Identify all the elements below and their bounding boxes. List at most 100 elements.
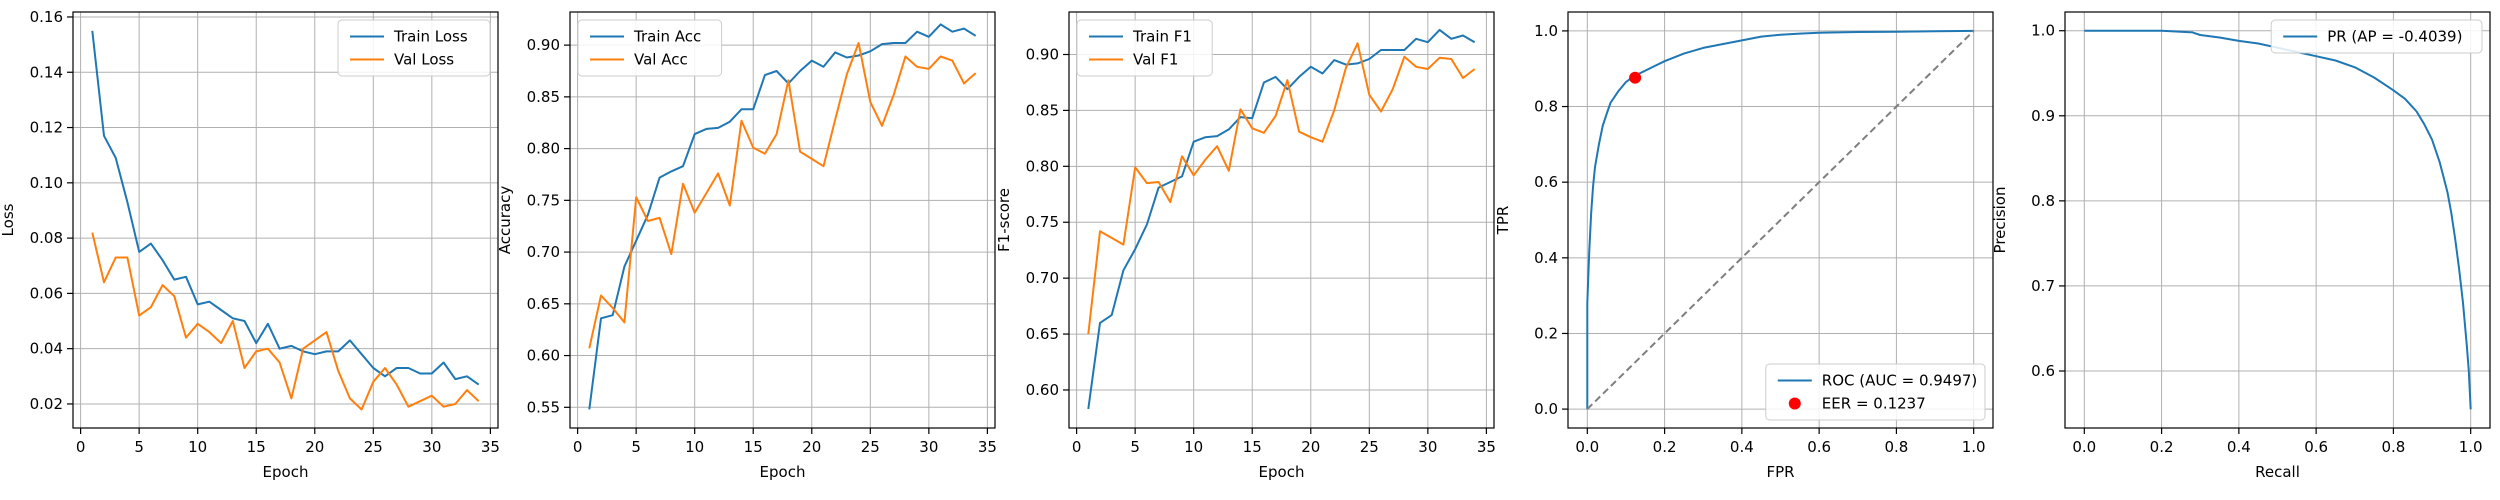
plot-area: [1087, 28, 1476, 410]
x-tick-label: 25: [1360, 438, 1379, 456]
x-axis-label: Epoch: [760, 463, 806, 481]
y-tick-label: 0.7: [2031, 277, 2055, 295]
y-tick-label: 0.85: [527, 88, 560, 106]
x-tick-label: 0.8: [2381, 438, 2405, 456]
x-tick-label: 0.2: [2150, 438, 2174, 456]
y-tick-label: 0.85: [1026, 101, 1059, 119]
x-tick-label: 20: [1301, 438, 1320, 456]
x-tick-label: 0: [1072, 438, 1082, 456]
y-tick-label: 0.14: [30, 63, 63, 81]
y-axis-label: TPR: [1494, 206, 1512, 236]
series-line-roc-auc-0-9497: [1586, 29, 1974, 410]
y-tick-label: 0.12: [30, 119, 63, 137]
plot-area: [2084, 29, 2472, 410]
y-tick-label: 0.70: [1026, 269, 1059, 287]
series-line-pr-ap-0-4039: [2084, 29, 2472, 410]
y-tick-label: 0.80: [527, 140, 560, 158]
legend-box: [337, 19, 491, 77]
x-tick-label: 0.6: [1807, 438, 1831, 456]
chart-panel-5: 0.0 0.2 0.4 0.6 0.8 1.0 0.6 0.7 0.8 0.9 1.0 Recall P…: [1991, 11, 2491, 481]
legend-label: Val Loss: [394, 51, 454, 69]
x-tick-label: 35: [1477, 438, 1496, 456]
y-tick-label: 1.0: [1534, 22, 1558, 40]
x-tick-label: 0.0: [2072, 438, 2096, 456]
plot-area: [1586, 29, 1975, 410]
legend-label: ROC (AUC = 0.9497): [1822, 372, 1977, 390]
series-line-train-f1: [1087, 28, 1476, 410]
series-line-val-loss: [91, 232, 480, 411]
legend-label: PR (AP = -0.4039): [2327, 28, 2462, 46]
y-axis-label: Accuracy: [496, 186, 514, 255]
y-tick-label: 0.08: [30, 229, 63, 247]
x-tick-label: 15: [744, 438, 763, 456]
x-tick-label: 0.6: [2304, 438, 2328, 456]
legend-label: EER = 0.1237: [1822, 395, 1926, 413]
x-tick-label: 35: [481, 438, 500, 456]
chart-panel-2: 0 5 10 15 20 25 30 35 0.55 0.60 0.65 0.70 0.75 0.80 0.…: [496, 11, 997, 481]
x-tick-label: 15: [1243, 438, 1262, 456]
y-tick-label: 0.90: [527, 36, 560, 54]
x-tick-label: 5: [1130, 438, 1140, 456]
axes-frame: [1068, 11, 1495, 429]
y-axis-label: Precision: [1991, 187, 2009, 254]
y-tick-label: 0.16: [30, 8, 63, 26]
x-tick-label: 0.4: [1730, 438, 1754, 456]
y-tick-label: 0.80: [1026, 157, 1059, 175]
x-axis-label: Epoch: [1259, 463, 1305, 481]
x-tick-label: 5: [134, 438, 144, 456]
y-tick-label: 0.6: [1534, 173, 1558, 191]
series-line-val-acc: [588, 42, 977, 349]
x-tick-label: 30: [919, 438, 938, 456]
legend: ROC (AUC = 0.9497) EER = 0.1237: [1765, 363, 1986, 421]
axes-frame: [1567, 11, 1994, 429]
grid: [570, 12, 995, 428]
chart-panel-3: 0 5 10 15 20 25 30 35 0.60 0.65 0.70 0.75 0.80 0.85 0.…: [995, 11, 1496, 481]
legend-marker: [1788, 397, 1801, 410]
axes-frame: [72, 11, 499, 429]
x-tick-label: 0.8: [1884, 438, 1908, 456]
legend-label: Train F1: [1132, 28, 1192, 46]
x-tick-label: 10: [188, 438, 207, 456]
series-line-chance: [1586, 30, 1975, 410]
y-tick-label: 0.75: [1026, 213, 1059, 231]
y-tick-label: 0.60: [527, 347, 560, 365]
legend-box: [1076, 19, 1213, 77]
legend-box: [577, 19, 723, 77]
y-tick-label: 0.02: [30, 395, 63, 413]
legend: PR (AP = -0.4039): [2270, 19, 2483, 54]
data-point-eer-0-1237: [1629, 71, 1642, 84]
chart-panel-4: 0.0 0.2 0.4 0.6 0.8 1.0 0.0 0.2 0.4 0.6 0.8 1.0 FPR T…: [1494, 11, 1994, 481]
grid: [2065, 12, 2490, 428]
x-axis-label: Epoch: [263, 463, 309, 481]
x-tick-label: 5: [631, 438, 641, 456]
grid: [1069, 12, 1494, 428]
series-line-val-f1: [1087, 42, 1476, 335]
y-tick-label: 0.2: [1534, 324, 1558, 342]
legend: Train Acc Val Acc: [577, 19, 723, 77]
legend-label: Train Acc: [633, 28, 701, 46]
x-tick-label: 0.0: [1575, 438, 1599, 456]
y-tick-label: 0.6: [2031, 362, 2055, 380]
legend-box: [2270, 19, 2483, 54]
y-tick-label: 0.4: [1534, 249, 1558, 267]
chart-panel-1: 0 5 10 15 20 25 30 35 0.02 0.04 0.06 0.08 0.10 0.12 0.…: [0, 8, 500, 481]
y-axis-label: Loss: [0, 203, 17, 236]
y-tick-label: 0.65: [1026, 325, 1059, 343]
x-tick-label: 25: [364, 438, 383, 456]
axes-frame: [569, 11, 996, 429]
grid: [73, 12, 498, 428]
y-tick-label: 0.65: [527, 295, 560, 313]
plot-area: [91, 30, 480, 411]
legend: Train F1 Val F1: [1076, 19, 1213, 77]
legend-box: [1765, 363, 1986, 421]
legend-label: Val F1: [1133, 51, 1178, 69]
y-tick-label: 0.90: [1026, 45, 1059, 63]
y-tick-label: 0.0: [1534, 400, 1558, 418]
x-tick-label: 20: [802, 438, 821, 456]
legend-label: Train Loss: [393, 28, 468, 46]
y-tick-label: 0.10: [30, 174, 63, 192]
y-tick-label: 0.70: [527, 243, 560, 261]
y-tick-label: 0.06: [30, 284, 63, 302]
x-tick-label: 30: [1418, 438, 1437, 456]
